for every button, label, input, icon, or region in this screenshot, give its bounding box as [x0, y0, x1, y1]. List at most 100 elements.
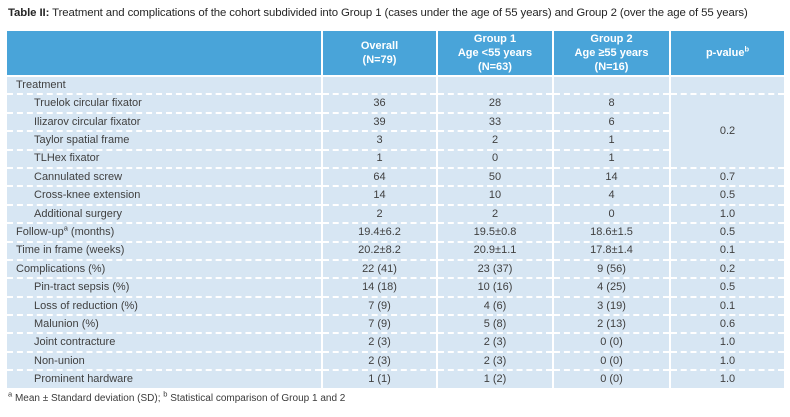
- row-label: Truelok circular fixator: [7, 93, 323, 113]
- row-label-superscript: a: [63, 223, 68, 233]
- cell-group2: 1: [553, 148, 671, 168]
- footnote-superscript-a: a: [8, 389, 13, 399]
- column-header-overall: Overall (N=79): [322, 31, 438, 77]
- row-label-text: Joint contracture: [34, 336, 116, 349]
- cell-group1: [437, 74, 554, 95]
- column-header-superscript: b: [744, 44, 750, 54]
- column-header-group1: Group 1 Age <55 years (N=63): [437, 31, 554, 77]
- table-row: Joint contracture 2 (3) 2 (3) 0 (0) 1.0: [7, 332, 786, 352]
- cell-group1: 10 (16): [437, 277, 554, 297]
- cell-group2: [553, 74, 671, 95]
- row-label-text: Cannulated screw: [34, 170, 123, 183]
- table-row: Truelok circular fixator 36 28 8 0.2: [7, 93, 786, 168]
- cell-group1: 20.9±1.1: [437, 240, 554, 260]
- column-header-text: (N=79): [362, 54, 397, 66]
- cell-overall: 3: [322, 130, 438, 150]
- cell-pvalue: 0.5: [670, 222, 786, 242]
- row-label: Non-union: [7, 350, 323, 371]
- column-header-line: Overall: [325, 39, 434, 53]
- table-row: Pin-tract sepsis (%) 14 (18) 10 (16) 4 (25)…: [7, 277, 786, 297]
- cell-overall: 2 (3): [322, 332, 438, 352]
- cell-pvalue: 0.1: [670, 240, 786, 260]
- cell-pvalue: 0.7: [670, 166, 786, 187]
- row-label-text: Time in frame (weeks): [16, 244, 125, 257]
- column-header-treatment: [7, 31, 323, 77]
- table-header: Overall (N=79) Group 1 Age <55 years (N=63) G…: [7, 31, 786, 77]
- column-header-text: (N=16): [594, 61, 629, 74]
- column-header-line: Age ≥55 years: [556, 46, 667, 60]
- cell-group2: 1: [553, 130, 671, 150]
- cell-group1: 19.5±0.8: [437, 222, 554, 242]
- column-header-pvalue: p-valueb: [670, 31, 786, 77]
- row-label: Prominent hardware: [7, 369, 323, 388]
- cell-pvalue: 0.5: [670, 277, 786, 297]
- table-row: Malunion (%) 7 (9) 5 (8) 2 (13) 0.6: [7, 314, 786, 334]
- row-label-text: Non-union: [34, 354, 85, 367]
- column-header-line: Group 2: [556, 32, 667, 46]
- cell-group2: 2 (13): [553, 314, 671, 334]
- cell-group2: 8: [553, 93, 671, 113]
- table-row: Time in frame (weeks) 20.2±8.2 20.9±1.1 17.…: [7, 240, 786, 260]
- row-label: Treatment: [7, 74, 323, 95]
- cell-overall: 36: [322, 93, 438, 113]
- row-label-text: Malunion (%): [34, 317, 99, 330]
- table-caption-text: Treatment and complications of the cohor…: [49, 7, 748, 19]
- cell-group2: 17.8±1.4: [553, 240, 671, 260]
- cell-group2: 18.6±1.5: [553, 222, 671, 242]
- table-row: Cannulated screw 64 50 14 0.7: [7, 166, 786, 187]
- column-header-line: p-valueb: [673, 44, 782, 60]
- row-label-text: Ilizarov circular fixator: [34, 115, 141, 128]
- cell-group1: 5 (8): [437, 314, 554, 334]
- column-header-line: Group 1: [440, 32, 550, 46]
- row-label-text: TLHex fixator: [34, 152, 100, 165]
- table-row: Loss of reduction (%) 7 (9) 4 (6) 3 (19) 0.1: [7, 295, 786, 316]
- row-label-text: Taylor spatial frame: [34, 134, 130, 147]
- cell-group2: 0: [553, 203, 671, 224]
- cell-overall: 64: [322, 166, 438, 187]
- row-label: Complications (%): [7, 258, 323, 279]
- cell-group1: 0: [437, 148, 554, 168]
- cell-group2: 9 (56): [553, 258, 671, 279]
- cell-group2: 14: [553, 166, 671, 187]
- cell-group2: 4: [553, 185, 671, 205]
- cell-group1: 4 (6): [437, 295, 554, 316]
- column-header-text: Overall: [360, 39, 399, 52]
- data-table: Overall (N=79) Group 1 Age <55 years (N=63) G…: [7, 31, 786, 388]
- table-row: TLHex fixator 1 0 1: [7, 148, 785, 168]
- row-label-text: Treatment: [16, 78, 66, 91]
- column-header-text: p-value: [705, 46, 745, 59]
- cell-group1: 10: [437, 185, 554, 205]
- cell-overall: 7 (9): [322, 295, 438, 316]
- cell-overall: 14: [322, 185, 438, 205]
- table-footnote: a Mean ± Standard deviation (SD); b Stat…: [8, 389, 346, 404]
- column-header-text: Age ≥55 years: [574, 46, 649, 59]
- cell-overall: 2 (3): [322, 350, 438, 371]
- table-row: Follow-upa (months) 19.4±6.2 19.5±0.8 18.6±…: [7, 222, 786, 242]
- cell-group2: 0 (0): [553, 369, 671, 388]
- table-row: Prominent hardware 1 (1) 1 (2) 0 (0) 1.0: [7, 369, 786, 388]
- row-label: Cross-knee extension: [7, 185, 323, 205]
- cell-group2: 3 (19): [553, 295, 671, 316]
- cell-pvalue: 0.6: [670, 314, 786, 334]
- cell-overall: [322, 74, 438, 95]
- cell-overall: 20.2±8.2: [322, 240, 438, 260]
- column-header-text: Age <55 years: [457, 46, 533, 59]
- table-caption: Table II: Treatment and complications of…: [8, 7, 748, 19]
- cell-pvalue: 0.2: [670, 93, 786, 168]
- column-header-line: Age <55 years: [440, 46, 550, 60]
- cell-pvalue: [670, 74, 786, 95]
- column-header-line: (N=16): [556, 60, 667, 74]
- table-row: Additional surgery 2 2 0 1.0: [7, 203, 786, 224]
- table-row: Cross-knee extension 14 10 4 0.5: [7, 185, 786, 205]
- footnote-text-b: Statistical comparison of Group 1 and 2: [167, 393, 346, 404]
- row-label: Time in frame (weeks): [7, 240, 323, 260]
- cell-pvalue: 1.0: [670, 332, 786, 352]
- cell-group1: 2 (3): [437, 332, 554, 352]
- row-label: Malunion (%): [7, 314, 323, 334]
- row-label: Ilizarov circular fixator: [7, 111, 323, 132]
- row-label-text: Additional surgery: [34, 207, 123, 220]
- cell-group2: 0 (0): [553, 332, 671, 352]
- cell-pvalue: 1.0: [670, 203, 786, 224]
- cell-pvalue: 1.0: [670, 350, 786, 371]
- table-row: Non-union 2 (3) 2 (3) 0 (0) 1.0: [7, 350, 786, 371]
